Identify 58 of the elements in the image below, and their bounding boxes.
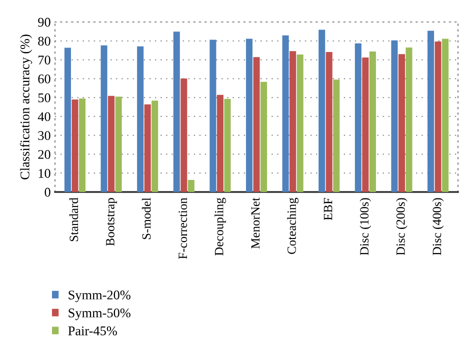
bar: [115, 96, 122, 192]
bar: [253, 57, 260, 192]
bar: [173, 32, 180, 192]
x-tick-label: Disc (400s): [432, 198, 444, 256]
y-tick-label: 70: [38, 56, 50, 64]
bar: [78, 98, 86, 192]
x-tick-label: Bootstrap: [106, 198, 117, 246]
legend-label: Symm-50%: [68, 308, 130, 320]
y-tick-label: 30: [38, 131, 50, 140]
bar: [296, 54, 304, 192]
bar: [326, 52, 332, 192]
y-tick-label: 40: [38, 112, 50, 122]
y-axis-title: Classification accuracy (%): [20, 34, 32, 180]
bar: [144, 104, 151, 192]
y-tick-label: 0: [44, 188, 50, 197]
bar: [282, 35, 289, 192]
legend-label: Symm-20%: [68, 290, 130, 302]
bar: [64, 48, 71, 192]
bar: [246, 38, 253, 192]
bar: [333, 80, 340, 192]
bar: [354, 43, 362, 192]
y-tick-label: 90: [38, 18, 50, 27]
bar: [369, 51, 376, 192]
legend-label: Pair-45%: [68, 326, 117, 336]
bar: [216, 94, 224, 192]
bar: [260, 82, 268, 192]
x-tick-label: Standard: [69, 198, 78, 242]
bar: [290, 51, 296, 192]
bar: [398, 54, 405, 192]
bar: [210, 40, 216, 192]
y-tick-label: 80: [38, 36, 50, 46]
bar: [72, 99, 78, 192]
bar: [428, 30, 434, 192]
bar: [442, 38, 449, 192]
y-tick-label: 20: [38, 150, 50, 159]
bar: [180, 78, 188, 192]
x-tick-label: S-model: [142, 198, 151, 240]
bar: [224, 98, 231, 192]
bar: [362, 58, 369, 192]
bar: [100, 45, 108, 192]
bar: [406, 48, 412, 192]
y-tick-label: 10: [38, 168, 50, 178]
y-tick-label: 50: [38, 93, 50, 102]
y-tick-label: 60: [38, 74, 50, 84]
x-tick-label: Coteaching: [287, 198, 298, 254]
bar: [137, 46, 144, 192]
bar: [434, 41, 442, 192]
x-tick-label: EBF: [324, 198, 332, 220]
bar: [108, 96, 115, 192]
bar: [318, 30, 326, 192]
x-tick-label: F-correction: [178, 198, 188, 259]
bar: [391, 40, 398, 192]
x-tick-label: MenorNet: [251, 198, 260, 249]
x-tick-label: Disc (100s): [360, 198, 372, 256]
x-tick-label: Decoupling: [214, 198, 226, 256]
x-tick-label: Disc (200s): [396, 198, 408, 256]
bar: [188, 180, 194, 192]
bar: [152, 100, 158, 192]
